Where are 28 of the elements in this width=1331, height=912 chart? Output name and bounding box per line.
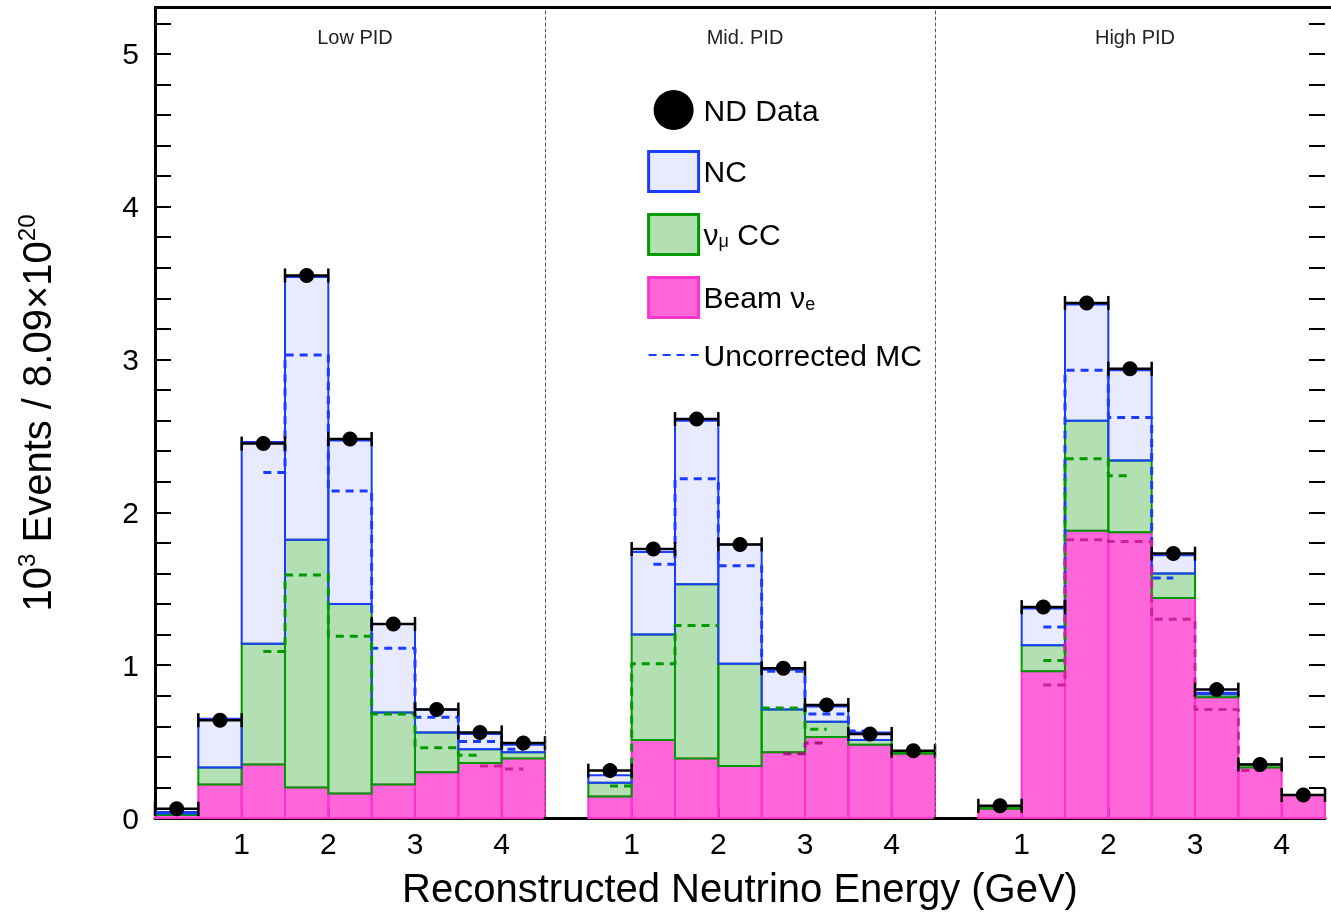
x-tick-label: 4 [493, 826, 511, 860]
x-tick-label: 1 [1013, 826, 1031, 860]
legend-label: νμ CC [703, 218, 781, 251]
y-tick-label: 1 [122, 648, 139, 682]
x-tick-label: 1 [623, 826, 641, 860]
legend-label: NC [703, 155, 747, 188]
y-tick-label: 2 [122, 495, 139, 529]
text: High PID [1094, 26, 1176, 48]
x-tick-label: 3 [1186, 826, 1204, 860]
legend-label: Beam νe [703, 281, 816, 314]
x-tick-label: 4 [1273, 826, 1291, 860]
y-axis-title: 103 Events / 8.09×1020 [12, 214, 59, 612]
x-tick-label: 1 [233, 826, 251, 860]
x-tick-label: 2 [709, 826, 727, 860]
legend-label: ND Data [703, 93, 819, 127]
text: Low PID [317, 26, 393, 48]
y-tick-label: 5 [122, 37, 139, 71]
legend-label: Uncorrected MC [703, 338, 923, 372]
x-tick-label: 3 [406, 826, 424, 860]
x-tick-label: 2 [319, 826, 337, 860]
y-tick-label: 4 [122, 190, 139, 224]
x-tick-label: 4 [883, 826, 901, 860]
text: Mid. PID [706, 26, 784, 48]
y-tick-label: 3 [122, 343, 139, 377]
y-tick-label: 0 [122, 801, 139, 835]
x-axis-title: Reconstructed Neutrino Energy (GeV) [402, 866, 1078, 910]
x-tick-label: 3 [796, 826, 814, 860]
x-tick-label: 2 [1099, 826, 1117, 860]
